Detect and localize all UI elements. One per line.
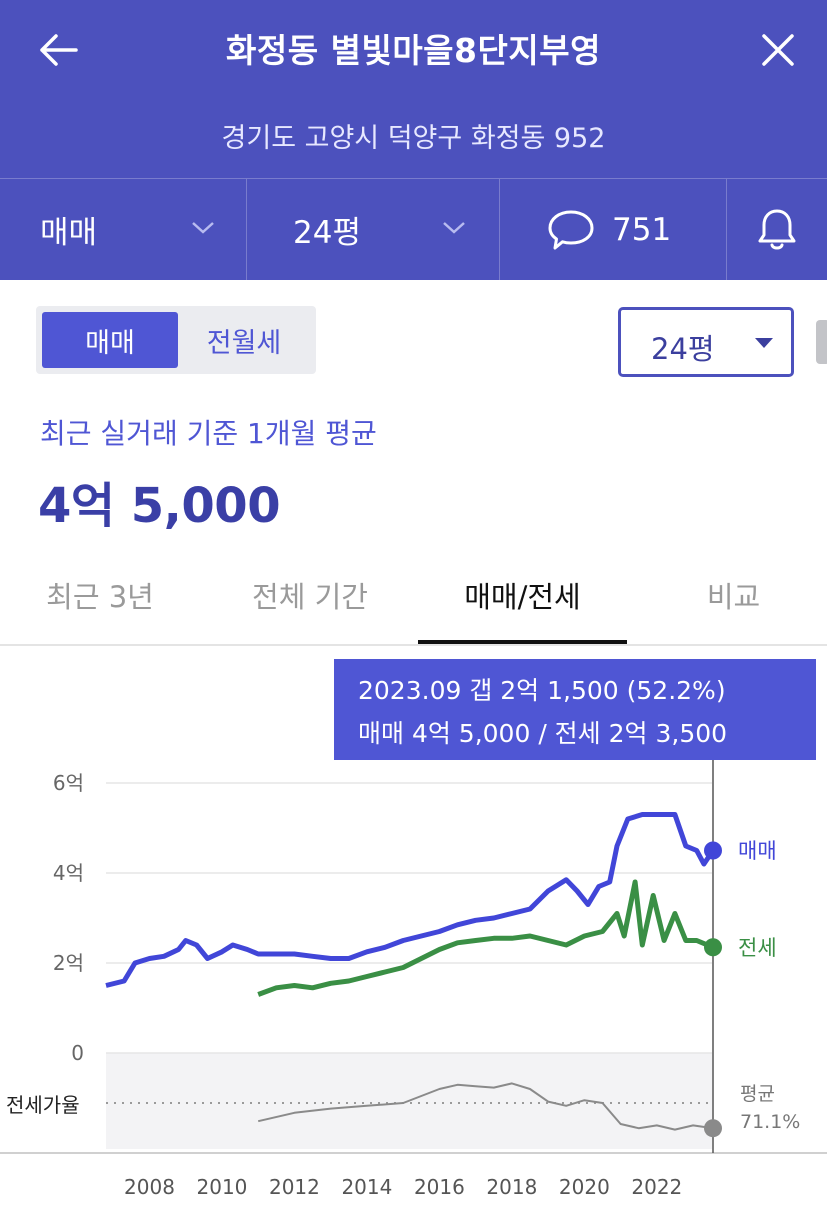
filter-divider (726, 179, 727, 280)
speech-bubble-icon (548, 210, 594, 249)
jeonse-end-point (704, 938, 722, 957)
y-tick-label: 2억 (53, 951, 84, 975)
tabs-divider (0, 644, 827, 646)
price-chart[interactable]: 6억 4억 2억 0 2008 2010 2012 2014 2016 2018 2020 2022… (0, 646, 827, 1212)
filter-divider (499, 179, 500, 280)
recent-average-label: 최근 실거래 기준 1개월 평균 (40, 417, 377, 450)
toggle-rent[interactable]: 전월세 (206, 327, 282, 359)
deal-type-value: 매매 (40, 215, 98, 251)
size-select[interactable]: 24평 (618, 307, 794, 377)
sale-series-line (105, 812, 716, 988)
comments-button[interactable]: 751 (500, 179, 726, 280)
y-tick-label: 0 (71, 1041, 84, 1065)
sale-end-label: 매매 (738, 839, 777, 863)
x-tick-label: 2018 (486, 1175, 537, 1199)
chevron-down-icon (443, 222, 465, 234)
x-tick-label: 2008 (124, 1175, 175, 1199)
y-tick-label: 6억 (53, 771, 84, 795)
close-button[interactable] (748, 20, 808, 80)
scroll-handle[interactable] (816, 320, 827, 364)
toggle-sale[interactable]: 매매 (42, 312, 178, 368)
app-header: 화정동 별빛마을8단지부영 경기도 고양시 덕양구 화정동 952 매매 24평… (0, 0, 827, 280)
page-title: 화정동 별빛마을8단지부영 (226, 31, 601, 70)
tooltip-price-line: 매매 4억 5,000 / 전세 2억 3,500 (358, 719, 728, 748)
deal-type-toggle: 매매 전월세 (36, 306, 316, 374)
caret-down-icon (755, 338, 773, 348)
ratio-series-line (257, 1082, 714, 1131)
sale-end-point (704, 841, 722, 860)
x-tick-label: 2014 (341, 1175, 392, 1199)
x-tick-label: 2016 (414, 1175, 465, 1199)
deal-type-dropdown[interactable]: 매매 (0, 179, 246, 280)
y-tick-label: 4억 (53, 861, 84, 885)
tab-recent-3y[interactable]: 최근 3년 (46, 580, 154, 614)
tab-all-period[interactable]: 전체 기간 (252, 580, 368, 614)
back-button[interactable] (30, 22, 86, 78)
comment-count: 751 (612, 211, 672, 248)
arrow-left-icon (40, 34, 78, 66)
x-tick-label: 2012 (269, 1175, 320, 1199)
ratio-avg-label: 평균 (740, 1083, 775, 1105)
tab-compare[interactable]: 비교 (706, 580, 761, 614)
size-value: 24평 (293, 215, 361, 251)
x-tick-label: 2020 (559, 1175, 610, 1199)
period-tabs: 최근 3년 전체 기간 매매/전세 비교 (0, 562, 827, 646)
chevron-down-icon (192, 222, 214, 234)
size-select-value: 24평 (651, 332, 715, 366)
jeonse-end-label: 전세 (738, 936, 777, 960)
filter-bar: 매매 24평 751 (0, 179, 827, 280)
ratio-avg-value: 71.1% (740, 1111, 800, 1133)
jeonse-series-line (257, 879, 714, 997)
average-price: 4억 5,000 (38, 478, 281, 534)
notification-button[interactable] (727, 179, 827, 280)
filter-divider (246, 179, 247, 280)
chart-tooltip: 2023.09 갭 2억 1,500 (52.2%) 매매 4억 5,000 /… (334, 659, 816, 760)
header-divider (0, 178, 827, 179)
tab-sale-jeonse[interactable]: 매매/전세 (464, 580, 581, 614)
size-dropdown[interactable]: 24평 (247, 179, 499, 280)
bell-icon (758, 209, 796, 249)
ratio-label: 전세가율 (6, 1093, 80, 1117)
active-tab-indicator (418, 640, 627, 644)
x-tick-label: 2010 (197, 1175, 248, 1199)
close-icon (762, 34, 794, 66)
tooltip-gap-line: 2023.09 갭 2억 1,500 (52.2%) (358, 676, 726, 705)
ratio-end-point (704, 1119, 722, 1138)
x-tick-label: 2022 (631, 1175, 682, 1199)
address-text: 경기도 고양시 덕양구 화정동 952 (221, 123, 606, 154)
